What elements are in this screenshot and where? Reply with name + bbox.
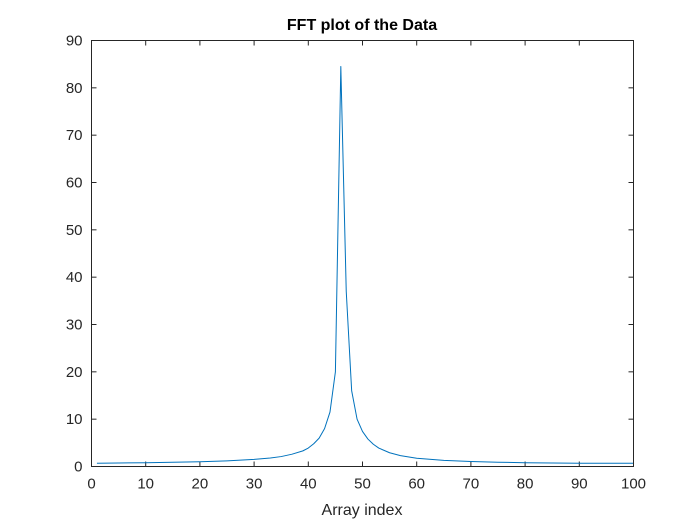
x-axis-label: Array index: [322, 502, 403, 519]
y-tick-label: 80: [66, 80, 83, 97]
x-axis: 0 10 20 30 40 50 60 70 80 90 100: [87, 40, 646, 493]
x-tick-label: 80: [517, 476, 534, 493]
x-tick-label: 50: [354, 476, 371, 493]
chart-title: FFT plot of the Data: [287, 17, 437, 34]
y-tick-label: 30: [66, 317, 83, 334]
x-tick-label: 20: [192, 476, 209, 493]
x-tick-label: 70: [463, 476, 480, 493]
y-tick-label: 70: [66, 127, 83, 144]
x-tick-label: 40: [300, 476, 317, 493]
y-tick-label: 90: [66, 33, 83, 50]
y-tick-label: 20: [66, 364, 83, 381]
x-tick-label: 10: [137, 476, 154, 493]
x-tick-label: 90: [571, 476, 588, 493]
y-tick-label: 60: [66, 175, 83, 192]
y-tick-label: 40: [66, 269, 83, 286]
fft-series-line: [96, 66, 634, 464]
x-tick-label: 0: [87, 476, 95, 493]
y-tick-label: 10: [66, 411, 83, 428]
x-tick-label: 30: [246, 476, 263, 493]
axes-box: [91, 40, 634, 467]
y-tick-label: 0: [74, 459, 82, 476]
plot-area: [91, 40, 634, 467]
y-tick-label: 50: [66, 222, 83, 239]
x-tick-label: 60: [408, 476, 425, 493]
x-tick-label: 100: [621, 476, 646, 493]
